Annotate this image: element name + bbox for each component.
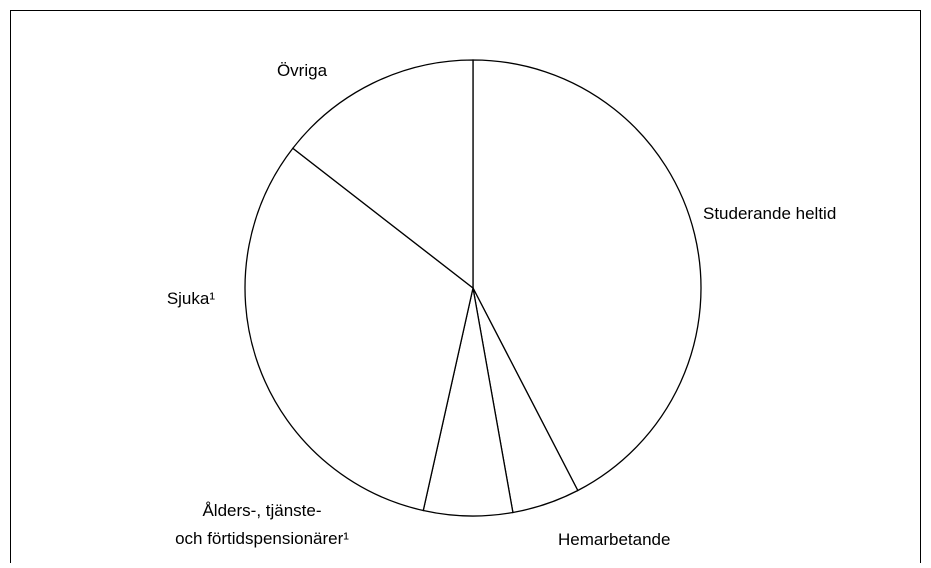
slice-label: Hemarbetande [558, 530, 670, 549]
pie-slice [244, 147, 474, 512]
slice-label: Ålders-, tjänste-och förtidspensionärer¹ [175, 501, 349, 548]
pie-slice [472, 59, 702, 492]
pie-slice [291, 59, 474, 290]
slice-label-line: Ålders-, tjänste- [202, 501, 321, 520]
slice-label: Sjuka¹ [167, 289, 216, 308]
slice-label: Övriga [277, 61, 328, 80]
slice-label: Studerande heltid [703, 204, 836, 223]
slice-label-line: Sjuka¹ [167, 289, 216, 308]
slice-label-line: Hemarbetande [558, 530, 670, 549]
frame [10, 10, 921, 563]
slice-label-line: och förtidspensionärer¹ [175, 529, 349, 548]
slice-label-line: Studerande heltid [703, 204, 836, 223]
slice-label-line: Övriga [277, 61, 328, 80]
